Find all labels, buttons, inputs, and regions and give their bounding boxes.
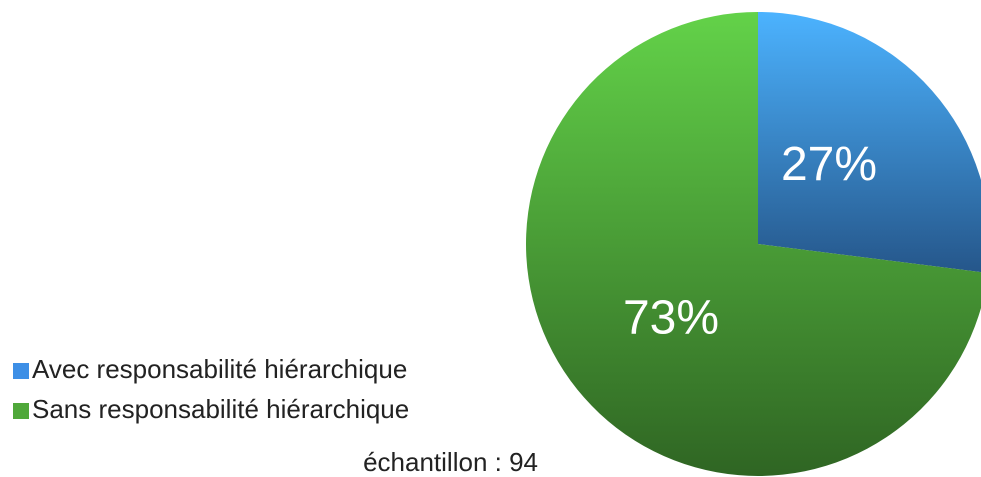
legend-swatch (13, 363, 29, 379)
data-label: 73% (623, 291, 719, 344)
pie-slice (758, 12, 981, 273)
legend-label: Avec responsabilité hiérarchique (32, 354, 407, 384)
pie-slice (526, 12, 981, 476)
legend-swatch (13, 403, 29, 419)
data-label: 27% (781, 138, 877, 191)
annotation: échantillon : 94 (363, 447, 538, 477)
legend-label: Sans responsabilité hiérarchique (32, 394, 409, 424)
